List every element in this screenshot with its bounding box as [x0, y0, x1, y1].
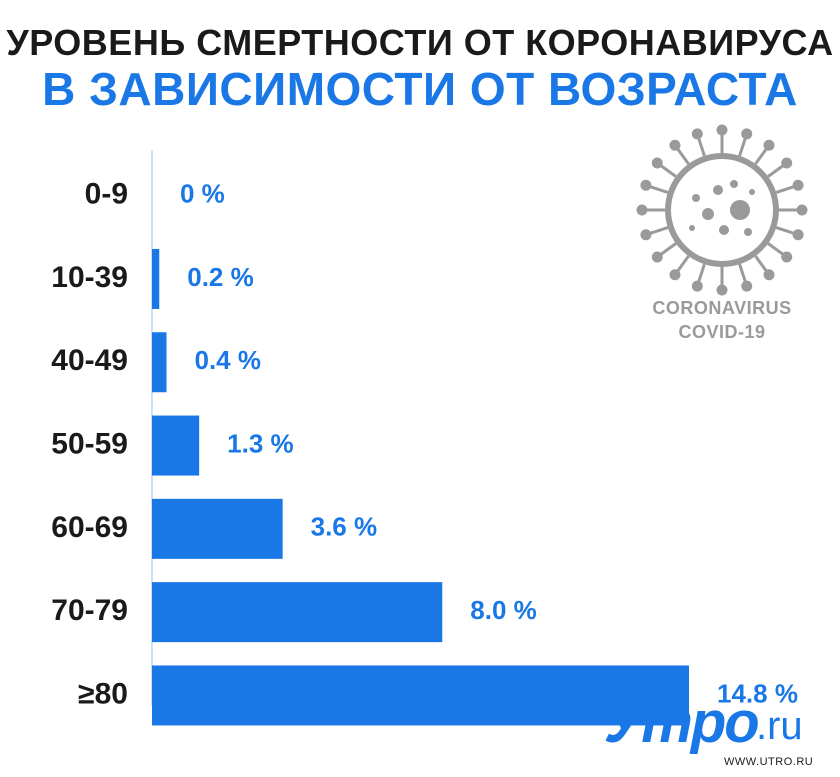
category-label: 60-69	[51, 511, 128, 544]
utro-url: WWW.UTRO.RU	[724, 756, 814, 768]
value-label: 1.3 %	[227, 428, 294, 458]
value-label: 3.6 %	[311, 512, 378, 542]
coronavirus-icon	[636, 124, 808, 296]
utro-logo-tld: .ru	[756, 704, 803, 748]
bar-60-69	[152, 498, 283, 559]
value-label: 14.8 %	[717, 678, 798, 708]
bar-10-39	[152, 248, 160, 309]
covid-label: COVID-19	[678, 322, 766, 342]
category-label: 10-39	[51, 261, 128, 294]
chart-title-line1: УРОВЕНЬ СМЕРТНОСТИ ОТ КОРОНАВИРУСА	[6, 22, 834, 63]
bar-50-59	[152, 415, 200, 476]
category-label: 50-59	[51, 427, 128, 460]
category-label: 40-49	[51, 344, 128, 377]
bar-70-79	[152, 582, 443, 643]
category-label: ≥80	[78, 677, 128, 710]
bars-group: 0-9 0 % 10-39 0.2 % 40-49 0.4 % 50-59 1.3 % 60-6…	[51, 178, 798, 726]
category-label: 70-79	[51, 594, 128, 627]
value-label: 8.0 %	[470, 595, 537, 625]
category-label: 0-9	[85, 178, 128, 211]
value-label: 0.2 %	[187, 262, 254, 292]
utro-logo: Утро	[604, 690, 760, 755]
chart-title-line2: В ЗАВИСИМОСТИ ОТ ВОЗРАСТА	[42, 63, 798, 115]
bar-≥80	[152, 665, 689, 726]
bar-40-49	[152, 332, 167, 393]
coronavirus-label: CORONAVIRUS	[652, 298, 792, 318]
value-label: 0 %	[180, 179, 225, 209]
value-label: 0.4 %	[195, 345, 262, 375]
